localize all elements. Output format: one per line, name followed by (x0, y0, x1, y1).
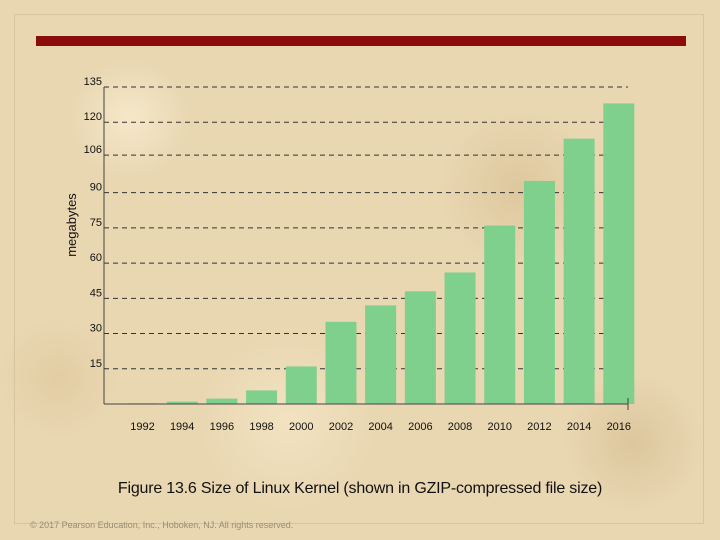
x-tick-label: 1998 (249, 421, 273, 433)
y-tick-labels: 15 30 45 60 75 90 106 120 135 (84, 76, 102, 370)
x-tick-label: 2008 (448, 421, 472, 433)
x-tick-labels: 1992 1994 1996 1998 2000 2002 2004 2006 2008 2010… (130, 421, 631, 433)
y-tick-label: 30 (90, 323, 102, 335)
y-tick-label: 135 (84, 76, 102, 88)
x-tick-label: 2002 (329, 421, 353, 433)
y-tick-label: 60 (90, 252, 102, 264)
y-tick-label: 75 (90, 217, 102, 229)
bar-1994 (166, 401, 198, 404)
x-tick-label: 2000 (289, 421, 313, 433)
x-tick-label: 2004 (368, 421, 392, 433)
x-tick-label: 1996 (210, 421, 234, 433)
x-tick-label: 2010 (487, 421, 511, 433)
x-tick-label: 1992 (130, 421, 154, 433)
x-tick-label: 2006 (408, 421, 432, 433)
bar-2006 (404, 291, 436, 404)
bar-2010 (484, 225, 516, 404)
y-tick-label: 90 (90, 182, 102, 194)
bar-1998 (246, 390, 278, 404)
slide-frame (14, 14, 704, 524)
x-tick-label: 2014 (567, 421, 591, 433)
bar-2014 (563, 138, 595, 405)
bar-2004 (365, 305, 397, 404)
y-tick-label: 120 (84, 111, 102, 123)
y-axis-label: megabytes (64, 193, 79, 257)
y-tick-label: 106 (84, 144, 102, 156)
bar-1996 (206, 398, 238, 404)
bar-2012 (523, 180, 555, 404)
copyright-notice: © 2017 Pearson Education, Inc., Hoboken,… (30, 520, 294, 530)
bar-chart: 15 30 45 60 75 90 106 120 135 1992 1994 1996 1998 20… (64, 76, 635, 433)
x-tick-label: 2016 (607, 421, 631, 433)
x-tick-label: 2012 (527, 421, 551, 433)
x-tick-label: 1994 (170, 421, 194, 433)
y-tick-label: 45 (90, 287, 102, 299)
title-accent-bar (36, 36, 686, 46)
bar-2016 (603, 103, 635, 404)
bars (127, 103, 635, 405)
bar-2002 (325, 321, 357, 404)
bar-2008 (444, 272, 476, 404)
bar-2000 (285, 366, 317, 404)
y-tick-label: 15 (90, 358, 102, 370)
figure-caption: Figure 13.6 Size of Linux Kernel (shown … (117, 480, 603, 497)
